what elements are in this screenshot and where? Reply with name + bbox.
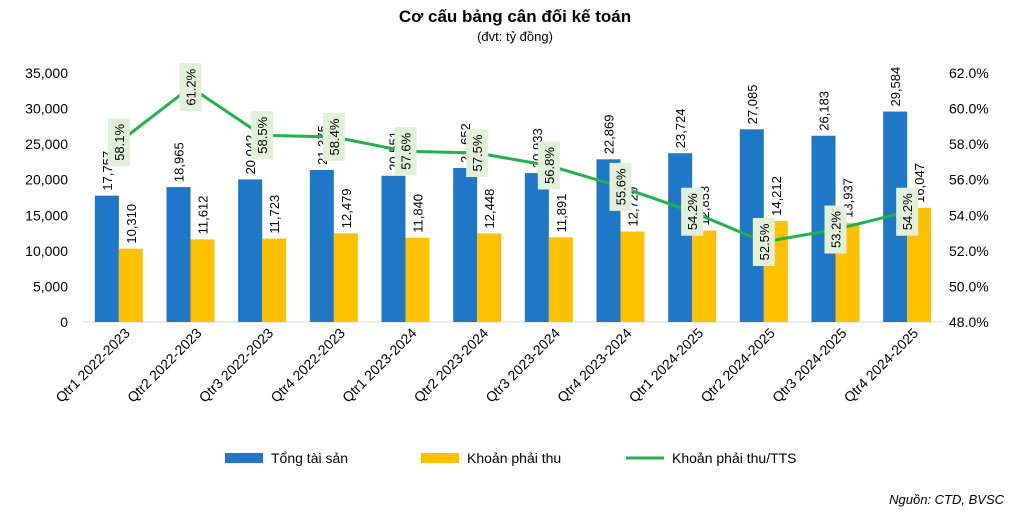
ratio-label-box xyxy=(824,205,847,254)
bar-receivables-label: 10,310 xyxy=(124,204,139,244)
y-right-tick: 60.0% xyxy=(949,101,989,117)
bar-receivables-label: 11,723 xyxy=(267,195,282,234)
x-tick-label: Qtr1 2023-2024 xyxy=(339,325,420,406)
ratio-label: 58.5% xyxy=(255,116,270,153)
ratio-label-box xyxy=(107,118,130,167)
ratio-line xyxy=(117,85,908,244)
bar-total-assets xyxy=(94,195,119,322)
ratio-label-box xyxy=(394,127,417,176)
y-right-tick: 54.0% xyxy=(949,207,989,223)
y-right-tick: 62.0% xyxy=(949,65,989,81)
bar-total-assets xyxy=(453,167,478,322)
bar-receivables xyxy=(548,237,573,322)
ratio-label: 54.2% xyxy=(685,193,700,230)
bar-receivables-label: 11,840 xyxy=(411,194,426,233)
bar-receivables xyxy=(190,239,215,322)
ratio-label-box xyxy=(322,113,345,162)
ratio-label-box xyxy=(896,187,919,236)
y-left-tick: 5,000 xyxy=(33,278,68,294)
x-tick-label: Qtr2 2022-2023 xyxy=(124,325,205,406)
x-tick-label: Qtr1 2024-2025 xyxy=(626,325,707,406)
bar-total-assets xyxy=(668,153,693,322)
ratio-label-box xyxy=(609,162,632,211)
x-tick-label: Qtr4 2024-2025 xyxy=(841,325,922,406)
bar-total-assets-label: 27,085 xyxy=(745,85,760,125)
x-tick-label: Qtr3 2024-2025 xyxy=(769,325,850,406)
y-right-tick: 50.0% xyxy=(949,278,989,294)
ratio-label: 58.4% xyxy=(327,118,342,155)
legend-swatch-total-assets xyxy=(225,453,263,463)
ratio-label: 54.2% xyxy=(900,193,915,230)
y-left-tick: 25,000 xyxy=(25,136,68,152)
bar-total-assets xyxy=(309,169,334,322)
bar-total-assets xyxy=(166,187,191,322)
y-left-tick: 0 xyxy=(60,314,68,330)
y-right-tick: 58.0% xyxy=(949,136,989,152)
x-tick-label: Qtr2 2024-2025 xyxy=(697,325,778,406)
bar-total-assets-label: 22,869 xyxy=(602,115,617,155)
y-left-tick: 15,000 xyxy=(25,207,68,223)
chart-title: Cơ cấu bảng cân đối kế toán xyxy=(399,7,631,26)
line-series: 58.1% 61.2% 58.5% 58.4% 57.6% 57.5% 56.8% 55.6%… xyxy=(107,63,919,266)
bar-receivables xyxy=(620,231,645,322)
bar-receivables-label: 11,891 xyxy=(554,194,569,233)
ratio-label-box xyxy=(179,63,202,112)
y-right-tick: 48.0% xyxy=(949,314,989,330)
bar-receivables xyxy=(262,238,287,322)
bar-receivables xyxy=(692,230,717,322)
bar-receivables xyxy=(477,233,502,322)
bar-receivables-label: 14,212 xyxy=(769,176,784,216)
x-tick-label: Qtr4 2023-2024 xyxy=(554,325,635,406)
x-tick-label: Qtr3 2023-2024 xyxy=(482,325,563,406)
ratio-label: 58.1% xyxy=(112,124,127,161)
legend-label-receivables: Khoản phải thu xyxy=(467,450,561,466)
y-right-tick: 52.0% xyxy=(949,243,989,259)
ratio-label-box xyxy=(681,187,704,236)
x-tick-label: Qtr1 2022-2023 xyxy=(52,325,133,406)
bar-receivables-label: 11,612 xyxy=(196,196,211,235)
bar-receivables xyxy=(333,233,358,322)
ratio-label: 57.6% xyxy=(399,132,414,169)
ratio-label: 52.5% xyxy=(757,223,772,260)
x-tick-label: Qtr3 2022-2023 xyxy=(196,325,277,406)
bar-total-assets-label: 26,183 xyxy=(817,91,832,131)
ratio-label: 56.8% xyxy=(542,147,557,184)
chart-subtitle: (đvt: tỷ đồng) xyxy=(477,29,553,44)
bar-receivables-label: 12,448 xyxy=(482,189,497,229)
ratio-label-box xyxy=(466,129,489,178)
x-tick-label: Qtr4 2022-2023 xyxy=(267,325,348,406)
y-left-tick: 30,000 xyxy=(25,101,68,117)
bars: 17,75710,31018,96511,61220,04211,72321,3… xyxy=(94,67,932,322)
ratio-label: 61.2% xyxy=(184,68,199,105)
legend-label-ratio: Khoản phải thu/TTS xyxy=(672,450,797,466)
y-left-tick: 35,000 xyxy=(25,65,68,81)
bar-total-assets-label: 29,584 xyxy=(888,67,903,107)
ratio-label-box xyxy=(752,217,775,266)
ratio-label: 57.5% xyxy=(470,134,485,171)
source-note: Nguồn: CTD, BVSC xyxy=(889,492,1004,507)
ratio-label-box xyxy=(537,141,560,190)
y-left-tick: 20,000 xyxy=(25,172,68,188)
ratio-label: 55.6% xyxy=(614,168,629,205)
bar-total-assets xyxy=(524,173,549,322)
bar-total-assets xyxy=(381,175,406,322)
ratio-label: 53.2% xyxy=(829,211,844,248)
bar-total-assets-label: 18,965 xyxy=(172,142,187,182)
ratio-label-box xyxy=(251,111,274,160)
bar-total-assets xyxy=(238,179,263,322)
x-tick-label: Qtr2 2023-2024 xyxy=(411,325,492,406)
bar-total-assets-label: 23,724 xyxy=(673,108,688,148)
legend-swatch-receivables xyxy=(421,453,459,463)
bar-receivables-label: 12,479 xyxy=(339,188,354,228)
legend: Tổng tài sản Khoản phải thu Khoản phải thu… xyxy=(225,450,797,466)
bar-receivables xyxy=(405,237,430,322)
y-left-tick: 10,000 xyxy=(25,243,68,259)
legend-label-total-assets: Tổng tài sản xyxy=(271,450,348,466)
y-right-tick: 56.0% xyxy=(949,172,989,188)
bar-receivables xyxy=(118,248,143,322)
